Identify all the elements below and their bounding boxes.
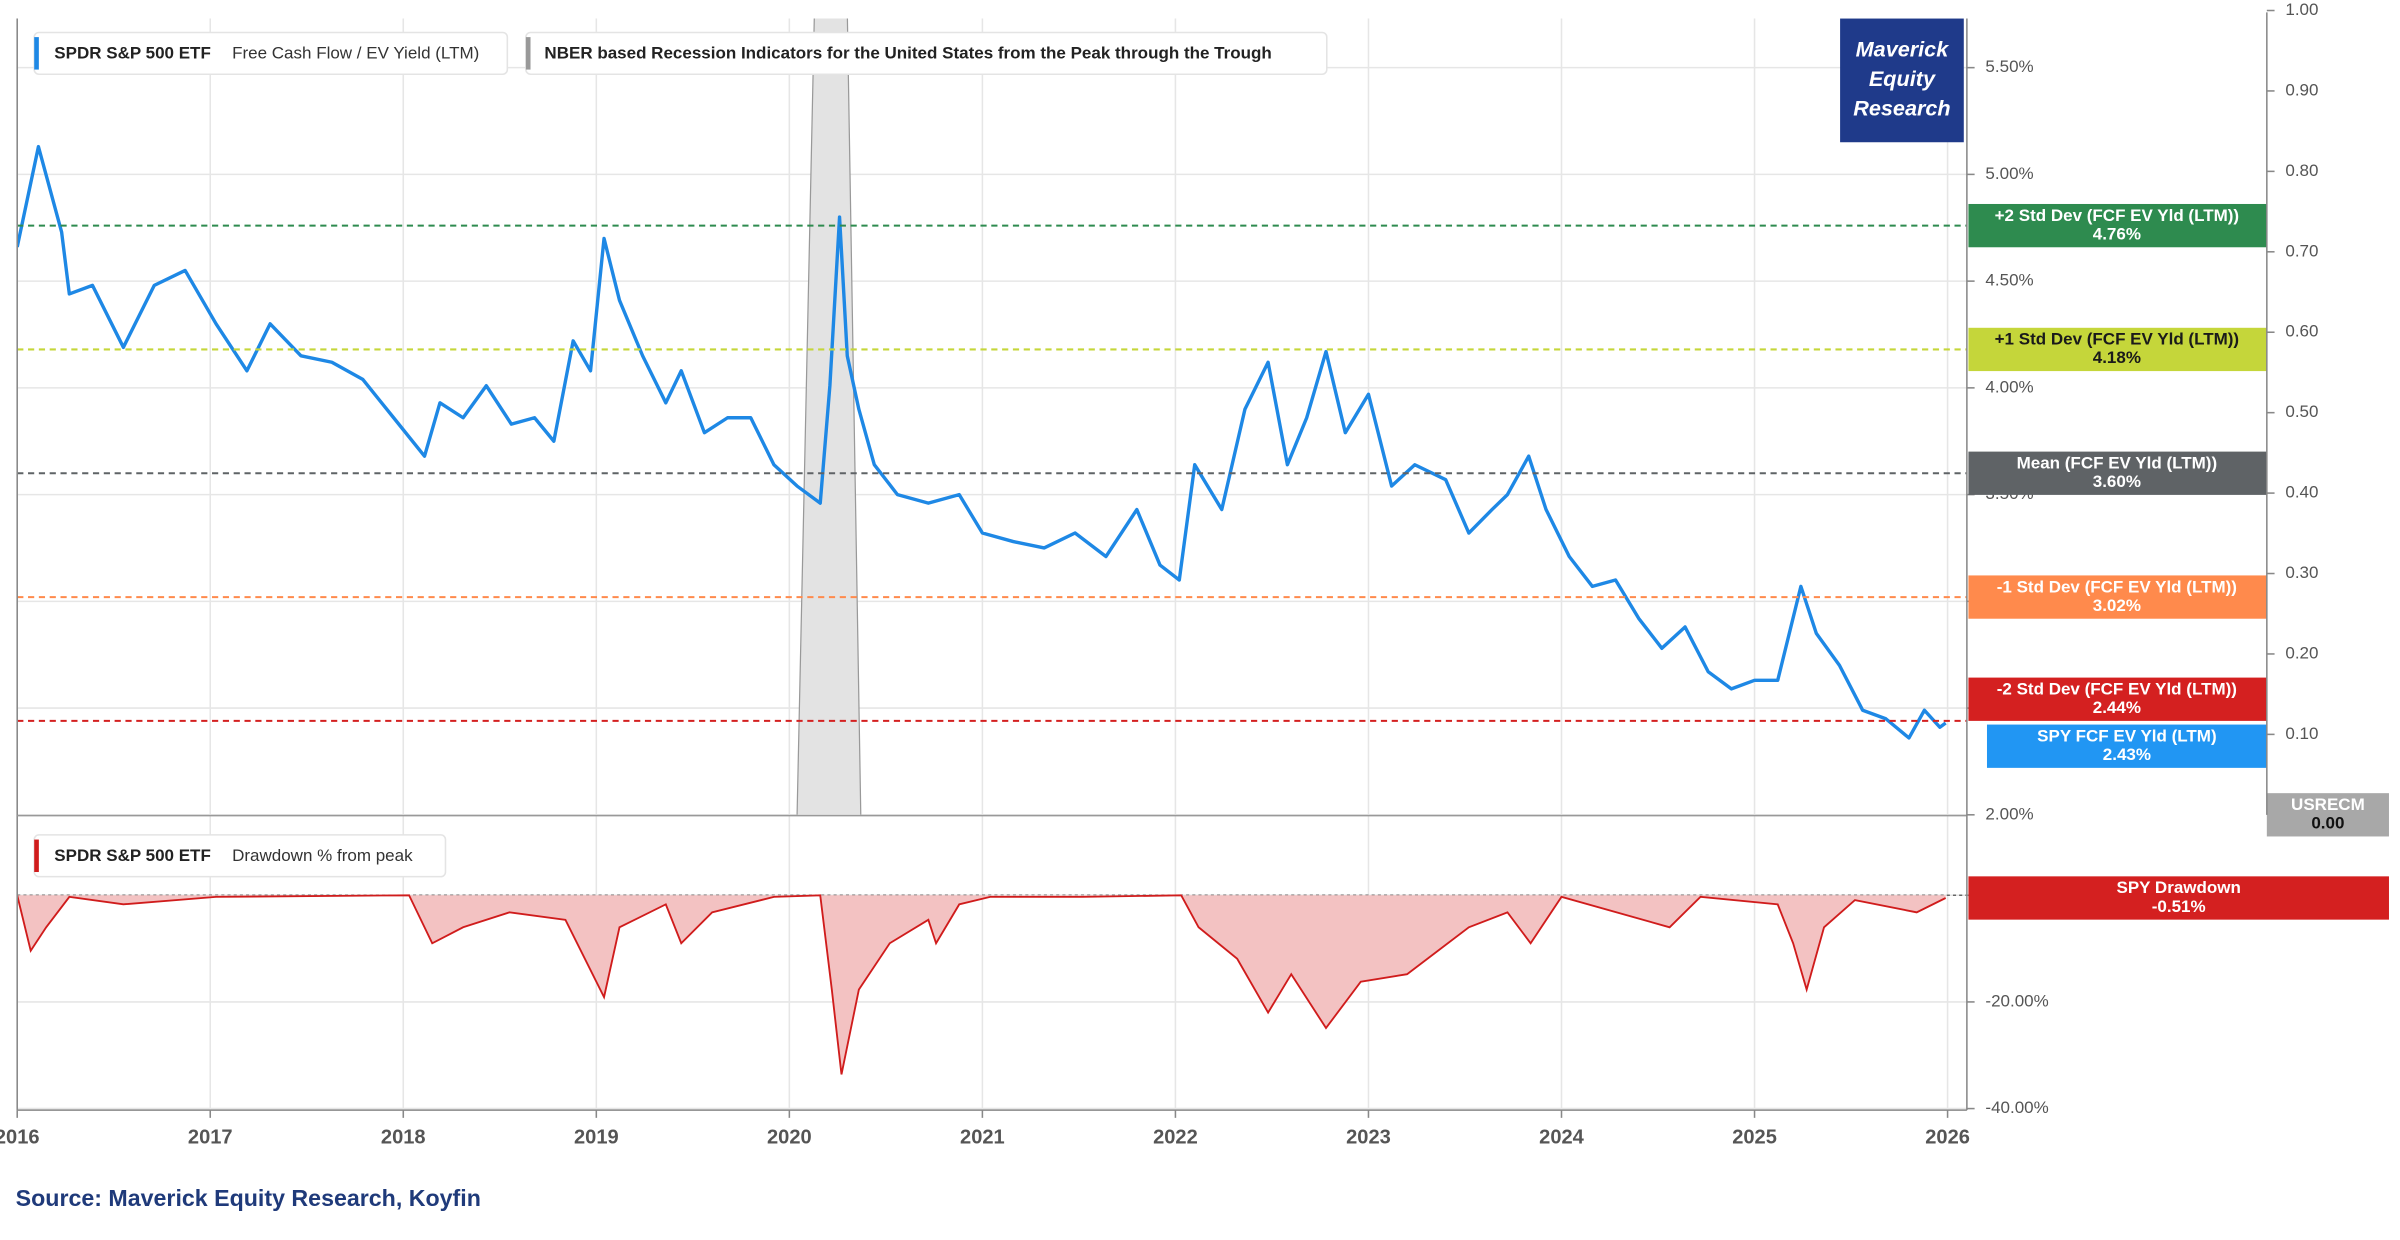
- badge-text: Maverick: [1856, 37, 1950, 62]
- y-tick-label: 0.30: [2285, 563, 2318, 582]
- reference-label-box: [1968, 451, 2267, 495]
- x-tick-label: 2023: [1346, 1126, 1391, 1148]
- y-tick-label: 5.50%: [1985, 57, 2033, 76]
- legend-swatch: [34, 37, 39, 70]
- y-tick-label: 0.10: [2285, 724, 2318, 743]
- reference-value: 3.02%: [2093, 596, 2141, 615]
- legend-metric: Drawdown % from peak: [232, 846, 413, 865]
- reference-label-box: [1968, 575, 2267, 619]
- legend-box: [33, 834, 447, 878]
- source: Source: Maverick Equity Research, Koyfin: [16, 1185, 481, 1211]
- reference-label: +1 Std Dev (FCF EV Yld (LTM)): [1995, 330, 2239, 349]
- y-tick-label: 0.90: [2285, 80, 2318, 99]
- y-tick-label: -40.00%: [1985, 1098, 2048, 1117]
- reference-label-box: [1968, 327, 2267, 372]
- last-value-label: USRECM: [2291, 795, 2365, 814]
- y-tick-label: 0.20: [2285, 643, 2318, 662]
- y-tick-label: 5.00%: [1985, 164, 2033, 183]
- badge-text: Equity: [1869, 66, 1936, 91]
- last-value-box: [2266, 793, 2389, 837]
- legend-swatch: [34, 839, 39, 873]
- series-line: [17, 144, 1947, 740]
- last-value-text: 0.00: [2311, 814, 2344, 833]
- x-tick-label: 2020: [767, 1126, 812, 1148]
- y-tick-label: 4.00%: [1985, 377, 2033, 396]
- last-value-text: 2.43%: [2103, 745, 2151, 764]
- y-tick-label: 2.00%: [1985, 804, 2033, 823]
- plot-top: [17, 18, 1967, 815]
- reference-value: 4.76%: [2093, 224, 2141, 243]
- reference-label: -1 Std Dev (FCF EV Yld (LTM)): [1997, 577, 2237, 596]
- y-tick-label: 0.50: [2285, 402, 2318, 421]
- legend-swatch: [525, 37, 531, 70]
- reference-label: -2 Std Dev (FCF EV Yld (LTM)): [1997, 679, 2237, 698]
- legend-name: SPDR S&P 500 ETF: [54, 44, 211, 63]
- reference-label-box: [1968, 203, 2267, 248]
- y-tick-label: 0.70: [2285, 241, 2318, 260]
- reference-label: Mean (FCF EV Yld (LTM)): [2017, 453, 2218, 472]
- front-layer: 2016 2017 2018 2019 2020 2021 2022 2023 2024 2025…: [0, 203, 2389, 1148]
- reference-label: +2 Std Dev (FCF EV Yld (LTM)): [1995, 206, 2239, 225]
- reference-value: 2.44%: [2093, 698, 2141, 717]
- y-tick-label: -20.00%: [1985, 991, 2048, 1010]
- x-tick-label: 2025: [1732, 1126, 1777, 1148]
- y-tick-label: 0.60: [2285, 322, 2318, 341]
- legend-metric: Free Cash Flow / EV Yield (LTM): [232, 44, 479, 63]
- plot-bottom: [17, 894, 1967, 1075]
- last-value-label: SPY Drawdown: [2117, 878, 2241, 897]
- reference-value: 4.18%: [2093, 348, 2141, 367]
- legend-name: SPDR S&P 500 ETF: [54, 846, 211, 865]
- area-line: [796, 18, 862, 815]
- legend-box: [33, 31, 509, 75]
- badge-text: Research: [1853, 95, 1950, 120]
- x-tick-label: 2021: [960, 1126, 1005, 1148]
- y-tick-label: 0.40: [2285, 483, 2318, 502]
- reference-label-box: [1968, 677, 2267, 721]
- last-value-box: [1968, 876, 2389, 920]
- last-value-box: [1986, 724, 2267, 768]
- reference-value: 3.60%: [2093, 472, 2141, 491]
- area-line: [17, 894, 1947, 1075]
- x-tick-label: 2017: [188, 1126, 233, 1148]
- x-tick-label: 2022: [1153, 1126, 1198, 1148]
- x-tick-label: 2019: [574, 1126, 619, 1148]
- y-tick-label: 1.00: [2285, 0, 2318, 19]
- y-tick-label: 0.80: [2285, 161, 2318, 180]
- last-value-label: SPY FCF EV Yld (LTM): [2037, 726, 2216, 745]
- y-tick-label: 4.50%: [1985, 271, 2033, 290]
- x-tick-label: 2026: [1925, 1126, 1970, 1148]
- x-tick-label: 2018: [381, 1126, 426, 1148]
- x-tick-label: 2024: [1539, 1126, 1584, 1148]
- last-value-text: -0.51%: [2152, 897, 2206, 916]
- x-tick-label: 2016: [0, 1126, 40, 1148]
- badge: [1840, 18, 1964, 143]
- legend-name: NBER based Recession Indicators for the …: [544, 44, 1271, 63]
